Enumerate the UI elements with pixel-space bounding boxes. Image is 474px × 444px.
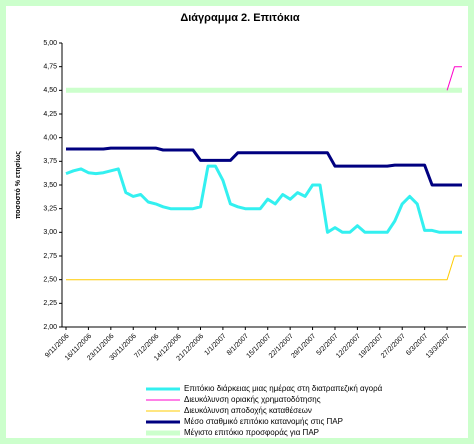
y-tick-label: 3,00 — [43, 229, 57, 236]
y-axis-label: ποσοστό % ετησίως — [15, 151, 22, 219]
chart-title: Διάγραμμα 2. Επιτόκια — [180, 12, 300, 24]
legend-label: Μέσο σταθμικό επιτόκιο κατανομής στις ΠΑ… — [184, 417, 343, 426]
series-line — [446, 66, 462, 91]
series-line — [66, 255, 462, 281]
y-tick-label: 4,50 — [43, 87, 57, 94]
background — [6, 6, 468, 438]
legend-label: Διευκόλυνση οριακής χρηματοδότησης — [184, 395, 321, 404]
y-tick-label: 3,50 — [43, 182, 57, 189]
legend-label: Μέγιστο επιτόκιο προσφοράς για ΠΑΡ — [184, 428, 319, 437]
legend-label: Επιτόκιο διάρκειας μιας ημέρας στη διατρ… — [184, 384, 383, 393]
y-tick-label: 2,50 — [43, 277, 57, 284]
y-tick-label: 2,00 — [43, 324, 57, 331]
y-tick-label: 3,75 — [43, 158, 57, 165]
y-tick-label: 4,25 — [43, 111, 57, 118]
y-tick-label: 2,25 — [43, 300, 57, 307]
y-tick-label: 5,00 — [43, 40, 57, 47]
series-line — [65, 164, 462, 234]
y-tick-label: 2,75 — [43, 253, 57, 260]
y-tick-label: 4,00 — [43, 135, 57, 142]
y-tick-label: 4,75 — [43, 64, 57, 71]
legend-label: Διευκόλυνση αποδοχής καταθέσεων — [184, 406, 312, 415]
series-line — [66, 146, 462, 187]
y-tick-label: 3,25 — [43, 206, 57, 213]
